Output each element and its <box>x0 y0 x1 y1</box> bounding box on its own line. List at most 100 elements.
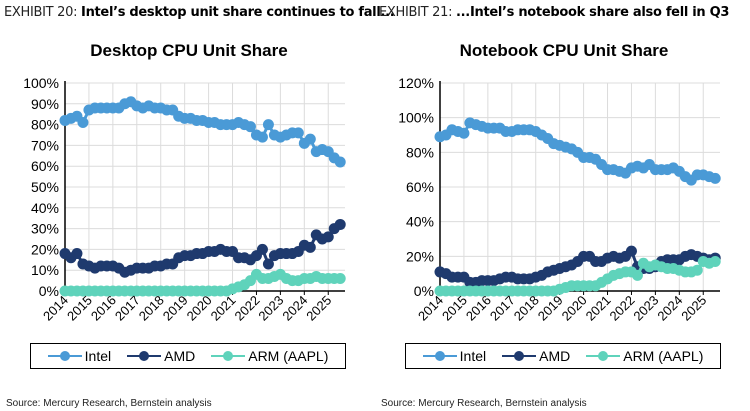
y-tick-label: 80% <box>406 144 434 160</box>
data-point <box>322 231 334 243</box>
legend-marker-icon <box>422 351 457 361</box>
data-point <box>691 264 703 276</box>
desktop-panel: EXHIBIT 20: Intel’s desktop unit share c… <box>4 5 395 409</box>
x-tick-label: 2015 <box>439 293 470 324</box>
legend-label: ARM (AAPL) <box>623 348 704 364</box>
y-tick-label: 70% <box>31 137 59 153</box>
legend-label: Intel <box>459 348 487 364</box>
legend-item: AMD <box>502 348 570 364</box>
exhibit-headline: ...Intel’s notebook share also fell in Q… <box>456 5 730 20</box>
legend-item: ARM (AAPL) <box>586 348 703 364</box>
exhibit-header: EXHIBIT 20: Intel’s desktop unit share c… <box>4 5 395 20</box>
x-tick-label: 2019 <box>160 293 191 324</box>
exhibit-headline: Intel’s desktop unit share continues to … <box>81 5 395 20</box>
x-tick-label: 2019 <box>535 293 566 324</box>
data-point <box>304 241 316 253</box>
x-tick-label: 2024 <box>654 293 685 324</box>
x-tick-label: 2025 <box>678 293 709 324</box>
x-tick-label: 2022 <box>607 293 638 324</box>
series-amd <box>59 218 346 278</box>
legend-marker-icon <box>47 351 82 361</box>
x-tick-label: 2024 <box>279 293 310 324</box>
y-tick-label: 30% <box>31 221 59 237</box>
legend-item: ARM (AAPL) <box>211 348 328 364</box>
x-tick-label: 2015 <box>64 293 95 324</box>
x-tick-label: 2017 <box>112 293 143 324</box>
series-amd <box>434 245 721 288</box>
desktop-chart: 0%10%20%30%40%50%60%70%80%90%100%2014201… <box>23 75 346 324</box>
data-point <box>334 273 346 285</box>
x-tick-label: 2023 <box>630 293 661 324</box>
data-point <box>244 121 256 133</box>
chart-title: Notebook CPU Unit Share <box>459 41 669 60</box>
data-point <box>625 245 637 257</box>
notebook-panel: EXHIBIT 21: ...Intel’s notebook share al… <box>375 0 750 411</box>
notebook-chart: 0%20%40%60%80%100%120%201420152016201720… <box>398 75 721 324</box>
y-tick-label: 10% <box>31 262 59 278</box>
data-point <box>631 269 643 281</box>
legend-label: AMD <box>539 348 571 364</box>
legend-label: ARM (AAPL) <box>248 348 329 364</box>
legend-marker-icon <box>586 351 621 361</box>
legend-marker-icon <box>211 351 246 361</box>
data-point <box>262 258 274 270</box>
x-tick-label: 2025 <box>303 293 334 324</box>
y-tick-label: 0% <box>414 283 434 299</box>
data-point <box>709 172 721 184</box>
legend-item: Intel <box>422 348 487 364</box>
chart-title: Desktop CPU Unit Share <box>90 41 288 60</box>
x-tick-label: 2017 <box>487 293 518 324</box>
data-point <box>458 127 470 139</box>
y-tick-label: 20% <box>31 241 59 257</box>
series-intel <box>59 96 346 168</box>
data-point <box>256 243 268 255</box>
y-tick-label: 20% <box>406 248 434 264</box>
legend: Intel AMD ARM (AAPL) <box>30 343 346 369</box>
legend-item: AMD <box>127 348 195 364</box>
exhibit-number: EXHIBIT 20: <box>4 5 78 20</box>
data-point <box>77 117 89 129</box>
series-intel <box>434 117 721 186</box>
data-point <box>304 133 316 145</box>
y-tick-label: 60% <box>31 158 59 174</box>
data-point <box>256 131 268 143</box>
exhibit-number: EXHIBIT 21: <box>379 5 453 20</box>
data-point <box>334 156 346 168</box>
data-point <box>71 248 83 260</box>
x-tick-label: 2018 <box>136 293 167 324</box>
y-tick-label: 120% <box>398 75 434 91</box>
x-tick-label: 2022 <box>232 293 263 324</box>
data-point <box>334 218 346 230</box>
source-note: Source: Mercury Research, Bernstein anal… <box>6 398 212 409</box>
y-tick-label: 100% <box>23 75 59 91</box>
y-tick-label: 40% <box>406 214 434 230</box>
legend-label: AMD <box>164 348 196 364</box>
legend-marker-icon <box>127 351 162 361</box>
y-tick-label: 40% <box>31 200 59 216</box>
source-note: Source: Mercury Research, Bernstein anal… <box>381 398 587 409</box>
y-tick-label: 100% <box>398 110 434 126</box>
series-arm-aapl- <box>59 268 346 297</box>
x-tick-label: 2021 <box>208 293 239 324</box>
data-point <box>709 256 721 268</box>
x-tick-label: 2021 <box>583 293 614 324</box>
y-tick-label: 60% <box>406 179 434 195</box>
y-tick-label: 80% <box>31 117 59 133</box>
legend-label: Intel <box>84 348 112 364</box>
y-tick-label: 50% <box>31 179 59 195</box>
series-arm-aapl- <box>434 256 721 297</box>
data-point <box>292 127 304 139</box>
x-tick-label: 2016 <box>463 293 494 324</box>
x-tick-label: 2018 <box>511 293 542 324</box>
x-tick-label: 2020 <box>184 293 215 324</box>
legend: Intel AMD ARM (AAPL) <box>405 343 721 369</box>
legend-marker-icon <box>502 351 537 361</box>
y-tick-label: 0% <box>39 283 59 299</box>
legend-item: Intel <box>47 348 112 364</box>
y-tick-label: 90% <box>31 96 59 112</box>
x-tick-label: 2016 <box>88 293 119 324</box>
x-tick-label: 2020 <box>559 293 590 324</box>
data-point <box>262 119 274 131</box>
gridlines <box>64 82 345 292</box>
x-tick-label: 2023 <box>255 293 286 324</box>
